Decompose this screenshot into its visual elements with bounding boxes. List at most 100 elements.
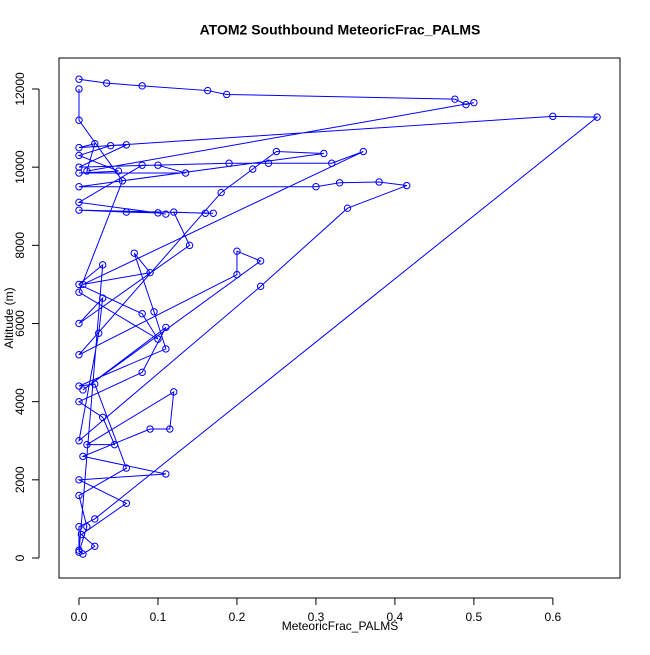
point <box>75 351 83 359</box>
point <box>114 167 123 175</box>
point <box>75 546 83 554</box>
point <box>170 388 178 396</box>
point <box>549 112 557 121</box>
point <box>150 308 158 316</box>
point <box>225 159 233 167</box>
y-tick-label: 0 <box>13 554 27 561</box>
y-tick-label: 6000 <box>13 310 27 337</box>
point <box>122 208 131 216</box>
point <box>146 425 154 433</box>
point <box>146 268 154 277</box>
x-tick-label: 0.6 <box>545 610 562 624</box>
point <box>75 280 83 289</box>
plot-box <box>58 57 621 579</box>
series-line <box>77 78 599 555</box>
point <box>249 165 257 173</box>
point <box>138 161 146 169</box>
point <box>204 86 212 95</box>
point <box>593 113 601 121</box>
point <box>91 542 99 550</box>
point <box>264 159 273 167</box>
point <box>256 257 265 265</box>
point <box>343 204 352 212</box>
point <box>470 98 478 107</box>
point <box>91 380 99 388</box>
point <box>256 282 265 291</box>
point <box>110 440 119 449</box>
point <box>106 141 115 150</box>
point <box>98 294 107 302</box>
point <box>91 515 99 523</box>
point <box>122 464 131 472</box>
point <box>403 181 411 190</box>
y-tick-label: 12000 <box>13 72 27 106</box>
point <box>328 159 336 167</box>
point <box>75 75 83 83</box>
point <box>75 491 83 500</box>
point <box>98 261 107 269</box>
point <box>181 169 190 177</box>
point <box>138 368 146 377</box>
point <box>75 476 83 484</box>
point <box>130 249 138 257</box>
point <box>154 161 162 169</box>
point <box>185 241 194 250</box>
point <box>375 178 383 186</box>
point <box>154 209 162 217</box>
point <box>359 147 368 156</box>
point <box>79 452 87 461</box>
point <box>75 523 83 531</box>
point <box>162 470 170 478</box>
point <box>217 188 225 197</box>
point <box>162 210 170 218</box>
point <box>272 147 281 156</box>
point <box>79 386 87 394</box>
point <box>312 183 320 191</box>
point <box>75 382 83 390</box>
point <box>122 499 131 507</box>
point <box>201 209 210 217</box>
point <box>154 335 162 343</box>
x-tick-label: 0.2 <box>229 610 246 624</box>
chart-title: ATOM2 Southbound MeteoricFrac_PALMS <box>200 22 481 38</box>
y-tick-label: 10000 <box>13 150 27 184</box>
x-axis-title: MeteoricFrac_PALMS <box>282 619 398 633</box>
x-tick-label: 0.0 <box>71 610 88 624</box>
point <box>75 163 83 171</box>
y-tick-label: 4000 <box>13 388 27 415</box>
y-tick-label: 2000 <box>13 466 27 493</box>
y-tick-label: 8000 <box>13 232 27 259</box>
point <box>162 345 170 353</box>
point <box>166 425 174 433</box>
point <box>462 100 470 109</box>
y-axis-title: Altitude (m) <box>2 287 16 348</box>
point <box>102 79 111 87</box>
point <box>138 82 146 90</box>
point <box>170 208 178 216</box>
point <box>98 413 107 421</box>
point <box>75 397 83 406</box>
point <box>83 523 91 531</box>
point <box>222 90 231 99</box>
point <box>320 149 328 158</box>
point <box>75 198 83 207</box>
point <box>75 288 83 296</box>
point <box>75 183 83 191</box>
point <box>95 329 103 337</box>
point <box>233 270 241 279</box>
point <box>335 179 344 187</box>
point <box>118 177 127 185</box>
x-tick-label: 0.1 <box>150 610 167 624</box>
x-tick-label: 0.5 <box>466 610 483 624</box>
point <box>79 280 87 289</box>
point <box>233 247 241 255</box>
x-tick-label: 0.3 <box>308 610 325 624</box>
point <box>77 530 86 539</box>
x-tick-label: 0.4 <box>387 610 404 624</box>
point <box>122 141 131 149</box>
point <box>75 206 83 214</box>
point <box>75 143 83 152</box>
point <box>91 140 99 148</box>
